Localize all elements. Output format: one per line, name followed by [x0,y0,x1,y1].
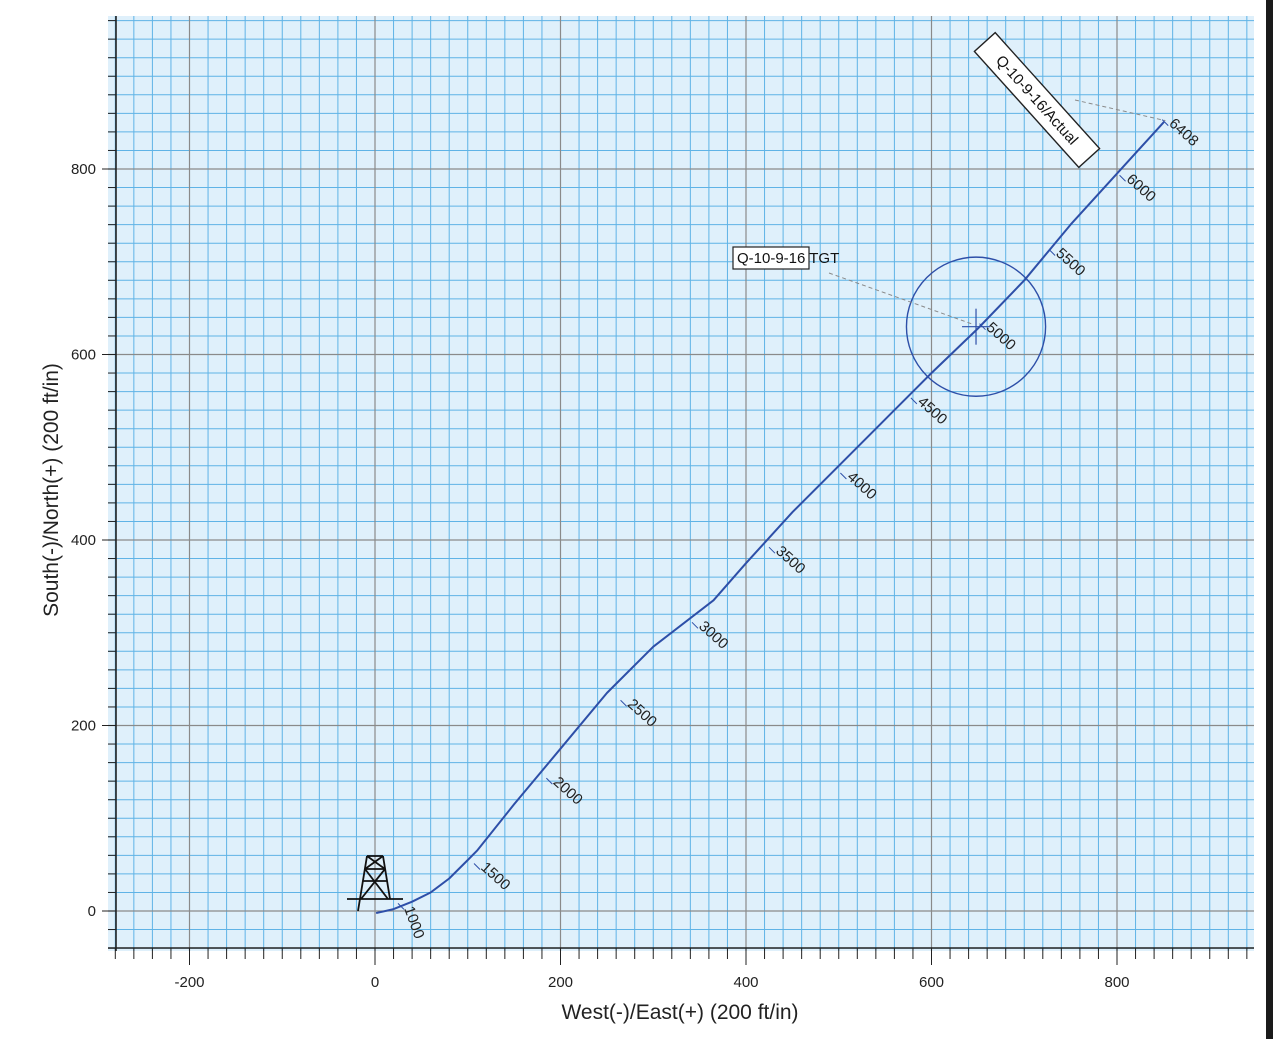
tick-marks [102,20,1248,965]
x-tick-label: 400 [733,974,758,991]
y-tick-label: 800 [71,161,96,178]
tick-labels: -200 0 200 400 600 800 0 200 400 600 800 [71,161,1130,991]
major-gridlines [108,16,1254,951]
scan-edge [1266,0,1273,1039]
target-marker [905,256,1047,397]
x-tick-label: 800 [1104,974,1129,991]
drilling-rig-icon [347,855,403,912]
x-tick-label: 200 [548,974,573,991]
md-tick [979,323,986,331]
axes [108,16,1254,951]
wellbore-path-line [375,121,1165,914]
plot-background [108,16,1254,951]
y-tick-label: 200 [71,718,96,735]
md-tick [1119,174,1126,182]
md-tick [691,621,699,629]
x-tick-label: -200 [174,974,204,991]
plot-area [108,16,1254,951]
y-tick-label: 400 [71,532,96,549]
y-tick-label: 0 [88,903,96,920]
tgt-leader-line [828,272,975,326]
x-tick-label: 600 [919,974,944,991]
x-tick-label: 0 [371,974,379,991]
md-tick [397,903,405,910]
md-tick [768,546,776,554]
actual-callout-box [973,31,1101,169]
y-axis-label: South(-)/North(+) (200 ft/in) [40,363,63,617]
rig-icon [347,855,403,912]
md-tick [546,777,553,785]
md-tick [840,472,847,480]
tgt-callout-box [732,246,810,270]
x-axis-label: West(-)/East(+) (200 ft/in) [561,1001,798,1024]
md-tick [620,699,627,707]
y-tick-label: 600 [71,347,96,364]
md-tick [910,397,918,405]
md-tick [473,863,481,870]
md-tick [1161,119,1169,126]
series-lines [375,121,1165,914]
actual-leader-line [1074,99,1166,122]
target-circle [905,256,1047,397]
tgt-callout-label: Q-10-9-16 TGT [737,250,839,267]
md-tick [1048,249,1056,256]
